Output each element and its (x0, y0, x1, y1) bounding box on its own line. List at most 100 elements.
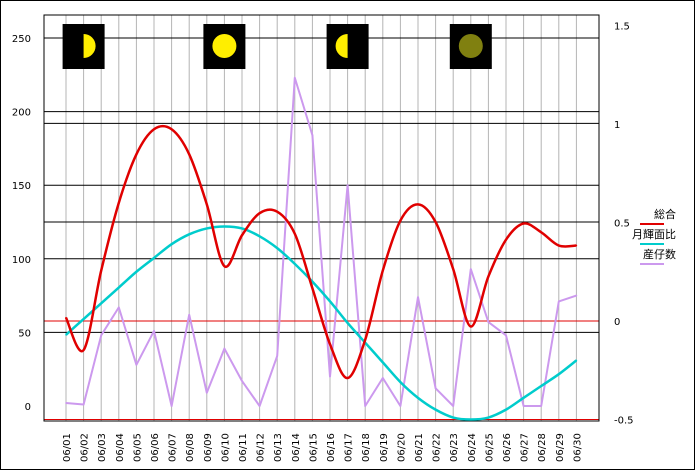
x-tick-label: 06/11 (238, 433, 249, 462)
data-point (153, 128, 155, 131)
data-point (487, 275, 490, 278)
x-tick-label: 06/27 (520, 433, 531, 462)
data-point (382, 269, 384, 272)
data-point (82, 318, 85, 320)
data-point (258, 405, 261, 407)
left-tick-label: 150 (12, 181, 31, 192)
moon-disc (212, 34, 237, 58)
data-point (118, 202, 120, 204)
x-tick-label: 06/28 (537, 433, 548, 462)
x-tick-label: 06/04 (115, 433, 126, 462)
data-point (100, 302, 102, 305)
data-point (153, 257, 155, 259)
data-point (329, 300, 331, 303)
x-tick-label: 06/15 (308, 433, 319, 462)
data-point (505, 238, 507, 241)
data-point (558, 373, 560, 375)
data-point (434, 408, 437, 411)
x-tick-label: 06/18 (361, 433, 372, 462)
data-point (223, 225, 226, 228)
moon-new-icon (449, 24, 492, 69)
data-point (487, 321, 490, 323)
vertical-gridlines (65, 15, 577, 421)
right-axis-ticks: -0.5 0 0.5 1 1.5 (614, 22, 634, 427)
data-point (82, 349, 85, 351)
x-tick-label: 06/08 (185, 433, 196, 462)
data-point (241, 227, 243, 230)
x-tick-label: 06/05 (132, 433, 143, 462)
moon-phase-icons (62, 24, 492, 69)
data-point (452, 268, 455, 270)
data-point (118, 306, 120, 309)
moon-half (335, 34, 348, 58)
data-point (206, 203, 208, 206)
data-point (258, 235, 261, 238)
x-tick-label: 06/03 (97, 433, 108, 462)
data-point (100, 269, 102, 272)
x-tick-label: 06/17 (344, 433, 355, 462)
left-tick-label: 100 (12, 255, 31, 266)
data-point (558, 244, 560, 247)
data-point (100, 334, 102, 337)
data-point (276, 247, 279, 249)
data-point (417, 397, 419, 399)
data-point (558, 300, 560, 303)
data-point (170, 243, 173, 245)
data-point (522, 397, 525, 399)
x-tick-label: 06/23 (449, 433, 460, 462)
data-point (188, 313, 190, 316)
data-point (382, 377, 384, 379)
data-point (575, 244, 578, 247)
data-point (522, 405, 525, 407)
left-tick-label: 50 (18, 328, 31, 339)
data-point (417, 203, 419, 206)
data-point (223, 265, 226, 267)
x-tick-label: 06/30 (572, 433, 583, 462)
data-point (65, 333, 67, 336)
data-point (311, 134, 314, 136)
data-point (206, 391, 208, 394)
data-point (276, 210, 279, 213)
data-point (346, 322, 349, 324)
data-point (294, 232, 296, 235)
data-point (223, 347, 226, 350)
x-tick-label: 06/20 (396, 433, 407, 462)
right-tick-label: 1.5 (614, 22, 630, 33)
series-line-2 (65, 76, 577, 407)
data-point (452, 416, 455, 419)
x-tick-label: 06/09 (203, 433, 214, 462)
x-tick-label: 06/26 (502, 433, 513, 462)
data-point (346, 184, 349, 186)
data-point (329, 343, 331, 345)
right-tick-label: -0.5 (614, 416, 634, 427)
data-point (575, 294, 578, 297)
data-point (399, 405, 402, 407)
data-point (241, 380, 243, 382)
data-point (82, 403, 85, 406)
data-point (382, 361, 384, 364)
moon-full-icon (203, 24, 246, 69)
right-tick-label: 0.5 (614, 219, 630, 230)
data-point (153, 330, 155, 332)
data-point (505, 334, 507, 337)
x-tick-label: 06/19 (379, 433, 390, 462)
horizontal-reference-lines (44, 37, 599, 420)
data-point (399, 381, 402, 383)
x-tick-label: 06/13 (273, 433, 284, 462)
x-tick-label: 06/06 (150, 433, 161, 462)
data-point (470, 418, 472, 421)
right-tick-label: 0 (614, 317, 620, 328)
moon-first-quarter-icon (62, 24, 105, 69)
data-point (258, 212, 261, 214)
data-point (540, 405, 542, 407)
data-point (540, 385, 542, 387)
data-point (65, 316, 67, 319)
x-tick-label: 06/01 (62, 433, 73, 462)
data-point (470, 268, 472, 270)
data-point (364, 405, 367, 407)
x-tick-label: 06/02 (80, 433, 91, 462)
x-tick-label: 06/10 (220, 433, 231, 462)
plot-area-border (43, 14, 600, 422)
x-tick-label: 06/22 (432, 433, 443, 462)
legend-label: 産仔数 (643, 248, 676, 261)
